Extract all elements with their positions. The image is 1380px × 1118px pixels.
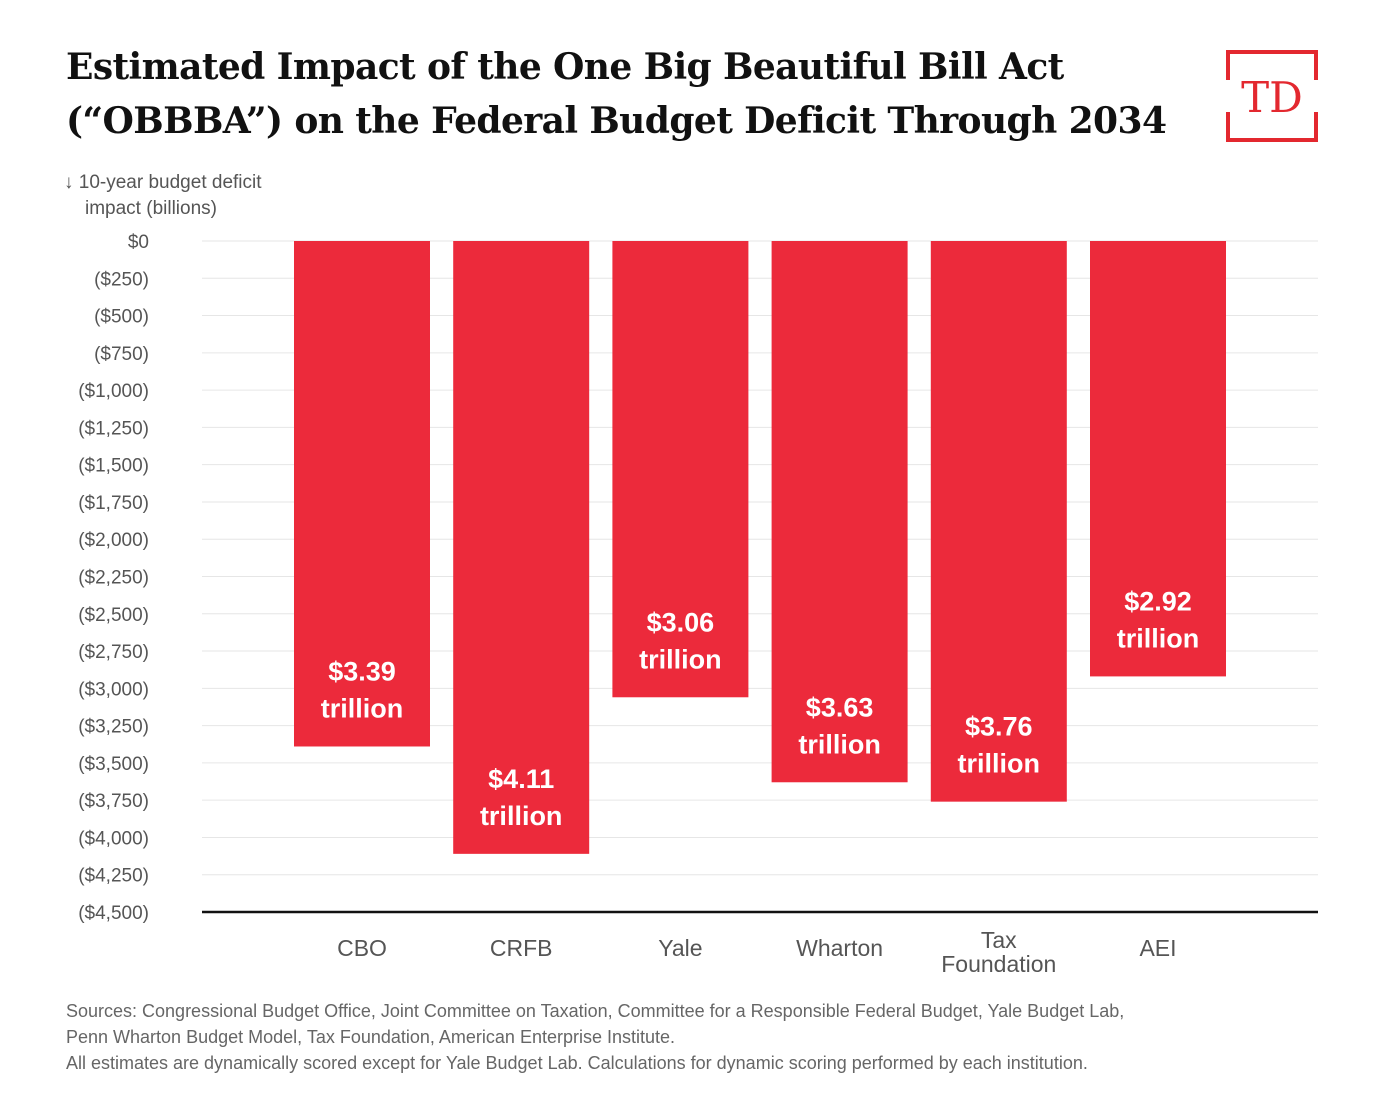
bar-data-label: trillion bbox=[639, 644, 722, 674]
y-tick-label: ($750) bbox=[94, 344, 149, 365]
x-category-label: CRFB bbox=[490, 935, 553, 961]
x-category-label: Wharton bbox=[796, 935, 883, 961]
x-category-label: AEI bbox=[1139, 935, 1176, 961]
y-tick-label: ($1,250) bbox=[78, 418, 149, 439]
y-axis-caption-line-2: impact (billions) bbox=[85, 198, 217, 219]
y-tick-label: ($2,750) bbox=[78, 642, 149, 663]
y-tick-label: ($3,000) bbox=[78, 679, 149, 700]
logo-text: TD bbox=[1241, 73, 1303, 122]
y-tick-label: ($1,750) bbox=[78, 493, 149, 514]
x-category-label: CBO bbox=[337, 935, 387, 961]
bar-data-label: $3.39 bbox=[328, 656, 396, 686]
y-tick-label: ($500) bbox=[94, 307, 149, 328]
y-tick-label: ($1,000) bbox=[78, 381, 149, 402]
bar-data-label: trillion bbox=[1117, 623, 1200, 653]
bar-data-label: $2.92 bbox=[1124, 586, 1192, 616]
bar-data-label: trillion bbox=[958, 749, 1041, 779]
chart-title-line-2: (“OBBBA”) on the Federal Budget Deficit … bbox=[66, 100, 1167, 142]
y-tick-label: ($3,750) bbox=[78, 791, 149, 812]
source-note-line-3: All estimates are dynamically scored exc… bbox=[66, 1053, 1088, 1073]
y-tick-label: ($2,250) bbox=[78, 568, 149, 589]
y-tick-label: ($3,250) bbox=[78, 717, 149, 738]
bar-data-label: trillion bbox=[321, 693, 404, 723]
chart-title-line-1: Estimated Impact of the One Big Beautifu… bbox=[66, 46, 1064, 88]
y-axis-caption-line-1: ↓ 10-year budget deficit bbox=[64, 172, 262, 193]
x-category-label: Tax bbox=[981, 927, 1017, 953]
bar-data-label: trillion bbox=[480, 801, 563, 831]
td-logo-icon: TD bbox=[1226, 50, 1318, 142]
bar-data-label: $3.76 bbox=[965, 712, 1033, 742]
y-tick-label: ($4,000) bbox=[78, 828, 149, 849]
bar-cbo bbox=[294, 241, 430, 747]
y-tick-label: ($2,000) bbox=[78, 530, 149, 551]
y-tick-label: ($250) bbox=[94, 269, 149, 290]
y-tick-label: ($1,500) bbox=[78, 456, 149, 477]
source-note-line-1: Sources: Congressional Budget Office, Jo… bbox=[66, 1001, 1125, 1021]
y-tick-label: ($4,500) bbox=[78, 903, 149, 924]
bar-wharton bbox=[771, 241, 908, 783]
y-tick-label: $0 bbox=[128, 232, 149, 253]
bar-data-label: trillion bbox=[798, 729, 881, 759]
x-category-label: Foundation bbox=[941, 951, 1056, 977]
y-tick-label: ($4,250) bbox=[78, 866, 149, 887]
y-tick-label: ($3,500) bbox=[78, 754, 149, 775]
y-tick-label: ($2,500) bbox=[78, 605, 149, 626]
bar-data-label: $3.63 bbox=[806, 692, 874, 722]
bar-tax-foundation bbox=[930, 241, 1067, 802]
bar-crfb bbox=[453, 241, 590, 854]
bar-aei bbox=[1090, 241, 1226, 677]
bar-data-label: $3.06 bbox=[647, 607, 715, 637]
chart-title: Estimated Impact of the One Big Beautifu… bbox=[66, 40, 1186, 148]
x-category-label: Yale bbox=[658, 935, 702, 961]
bar-data-label: $4.11 bbox=[488, 764, 554, 794]
bar-chart: $0 ($250) ($500) ($750) ($1,000) ($1,250) ($1,… bbox=[78, 232, 1318, 977]
source-note-line-2: Penn Wharton Budget Model, Tax Foundatio… bbox=[66, 1027, 676, 1047]
bar-yale bbox=[612, 241, 749, 698]
y-axis-caption: ↓ 10-year budget deficit impact (billion… bbox=[64, 170, 262, 222]
source-note: Sources: Congressional Budget Office, Jo… bbox=[66, 998, 1326, 1076]
